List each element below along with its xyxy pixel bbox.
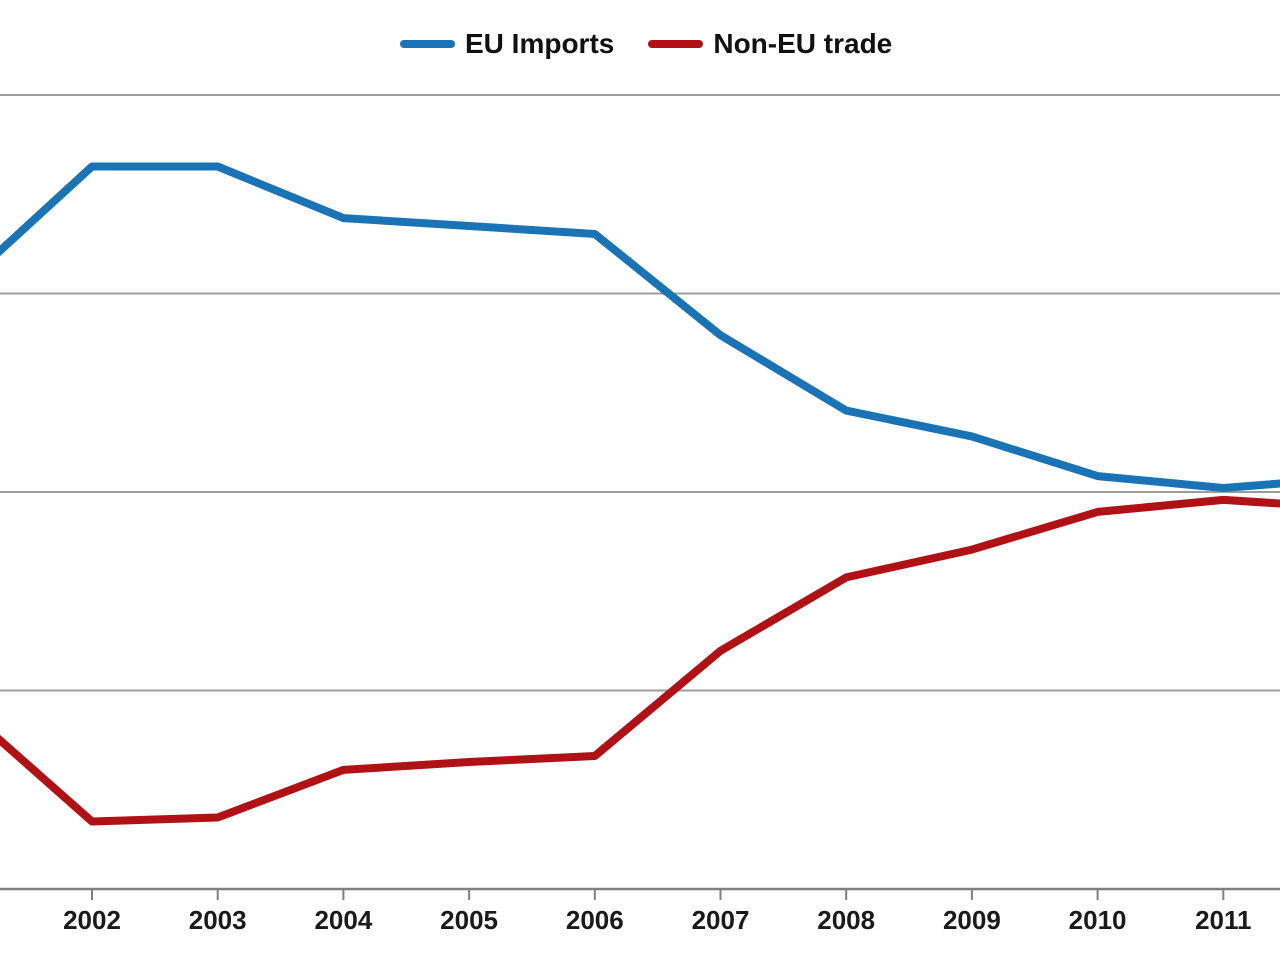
legend-item-non-eu-trade: Non-EU trade (648, 28, 892, 60)
series-line-eu-imports (0, 162, 1280, 492)
legend-label-non-eu-trade: Non-EU trade (713, 28, 893, 59)
chart-legend: EU Imports Non-EU trade (400, 28, 892, 60)
legend-line-swatch-blue-icon (400, 40, 455, 48)
legend-item-eu-imports: EU Imports (400, 28, 614, 60)
legend-label-eu-imports: EU Imports (465, 28, 615, 59)
series-line-non-eu-trade (0, 495, 1280, 826)
legend-line-swatch-red-icon (648, 40, 704, 48)
